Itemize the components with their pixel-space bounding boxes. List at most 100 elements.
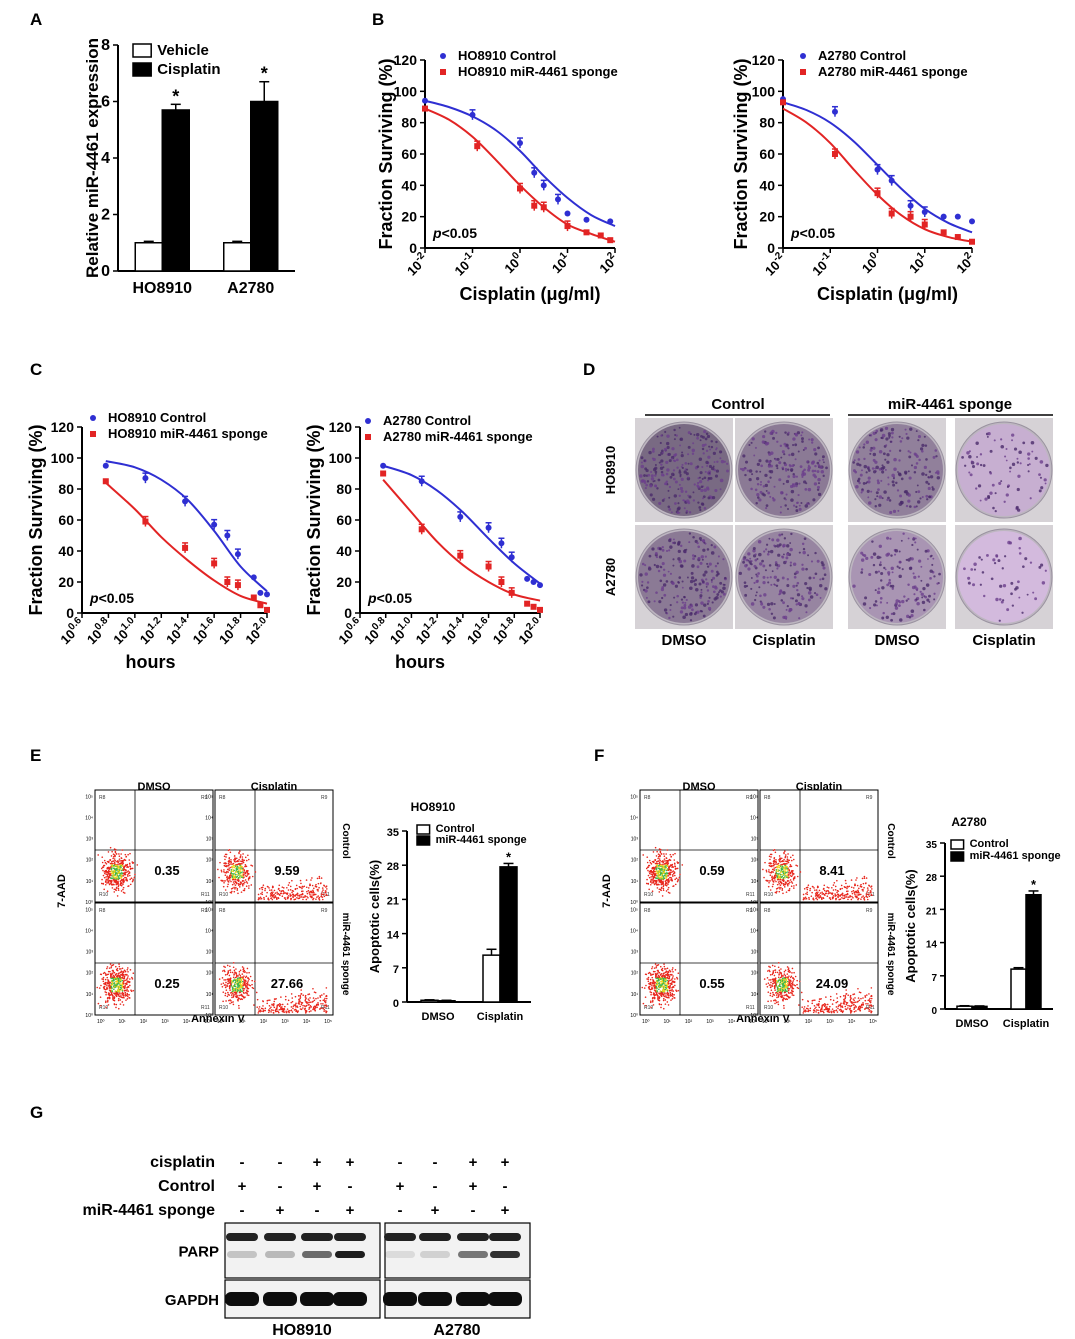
colony-dot — [787, 475, 791, 478]
colony-dot — [858, 481, 861, 485]
flow-event — [232, 992, 234, 995]
panel-letter-c: C — [30, 360, 43, 379]
colony-dot — [710, 580, 713, 583]
colony-dot — [861, 488, 864, 491]
colony-dot — [806, 460, 809, 463]
colony-well — [958, 424, 1050, 516]
flow-event — [663, 863, 666, 865]
colony-dot — [669, 572, 672, 575]
colony-dot — [644, 572, 648, 576]
colony-dot — [784, 445, 787, 448]
colony-dot — [767, 464, 771, 468]
flow-event — [787, 880, 790, 882]
colony-dot — [678, 576, 682, 579]
colony-dot — [816, 470, 820, 473]
flow-event — [233, 873, 235, 875]
flow-event — [129, 883, 132, 886]
flow-event — [278, 1008, 281, 1011]
flow-event — [118, 853, 120, 855]
flow-event — [271, 885, 274, 888]
colony-dot — [916, 601, 920, 606]
colony-dot — [697, 557, 701, 560]
flow-event — [290, 1009, 293, 1012]
flow-event — [126, 998, 129, 1000]
flow-event — [235, 867, 238, 869]
flow-event — [778, 873, 780, 875]
colony-dot — [672, 469, 676, 472]
flow-event — [323, 1008, 326, 1011]
flow-event — [300, 882, 302, 885]
colony-dot — [905, 558, 908, 561]
flow-event — [224, 889, 227, 891]
flow-event — [663, 865, 665, 868]
flow-event — [224, 862, 227, 865]
flow-event — [245, 885, 248, 888]
flow-event — [666, 878, 668, 881]
colony-dot — [752, 546, 756, 551]
colony-dot — [811, 441, 814, 444]
colony-dot — [687, 462, 690, 465]
flow-event — [652, 851, 655, 853]
y-axis-label: Fraction Surviving (%) — [731, 58, 751, 249]
flow-event — [665, 853, 667, 855]
colony-dot — [679, 610, 684, 614]
flow-event — [777, 873, 779, 875]
flow-event — [831, 896, 834, 899]
colony-dot — [904, 472, 908, 475]
colony-dot — [870, 446, 873, 450]
flow-event — [294, 888, 297, 890]
flow-event — [220, 983, 223, 985]
colony-dot — [657, 454, 660, 456]
flow-event — [269, 889, 271, 891]
colony-dot — [669, 603, 672, 607]
data-point — [257, 589, 264, 596]
colony-dot — [898, 459, 901, 462]
flow-event — [299, 1005, 302, 1008]
colony-dot — [812, 498, 816, 502]
flow-event — [236, 889, 239, 891]
flow-event — [304, 1012, 307, 1014]
colony-dot — [884, 426, 889, 431]
flow-y-tick: 10² — [751, 858, 759, 864]
flow-event — [232, 881, 235, 883]
colony-dot — [968, 455, 972, 459]
colony-dot — [788, 463, 791, 467]
colony-dot — [647, 567, 652, 571]
flow-event — [122, 888, 124, 891]
colony-dot — [825, 466, 828, 470]
flow-event — [291, 891, 293, 894]
colony-well — [958, 531, 1050, 623]
flow-plot-frame — [94, 789, 214, 903]
flow-event — [118, 982, 121, 984]
colony-dot — [896, 565, 899, 568]
flow-event — [105, 876, 107, 878]
flow-event — [323, 895, 326, 898]
colony-dot — [763, 550, 766, 553]
flow-event — [658, 871, 661, 873]
colony-dot — [710, 543, 713, 547]
colony-dot — [665, 472, 669, 476]
colony-dot — [814, 551, 817, 555]
colony-dot — [666, 468, 670, 472]
flow-event — [240, 981, 243, 983]
colony-dot — [689, 579, 694, 584]
legend-marker — [90, 431, 96, 437]
flow-event — [796, 865, 799, 867]
flow-event — [238, 980, 240, 982]
flow-event — [104, 883, 107, 886]
flow-event — [669, 872, 671, 875]
flow-event — [125, 999, 127, 1001]
colony-dot — [654, 463, 657, 466]
flow-event — [647, 866, 650, 868]
y-tick-label: 120 — [329, 419, 353, 435]
flow-event — [261, 893, 264, 896]
flow-event — [835, 894, 837, 897]
flow-event — [778, 877, 780, 879]
colony-dot — [889, 440, 892, 443]
flow-event — [774, 851, 777, 854]
colony-dot — [701, 580, 705, 583]
flow-event — [243, 979, 246, 982]
flow-event — [783, 863, 786, 865]
x-tick-label: 101.4 — [162, 615, 194, 647]
flow-event — [652, 1004, 655, 1006]
